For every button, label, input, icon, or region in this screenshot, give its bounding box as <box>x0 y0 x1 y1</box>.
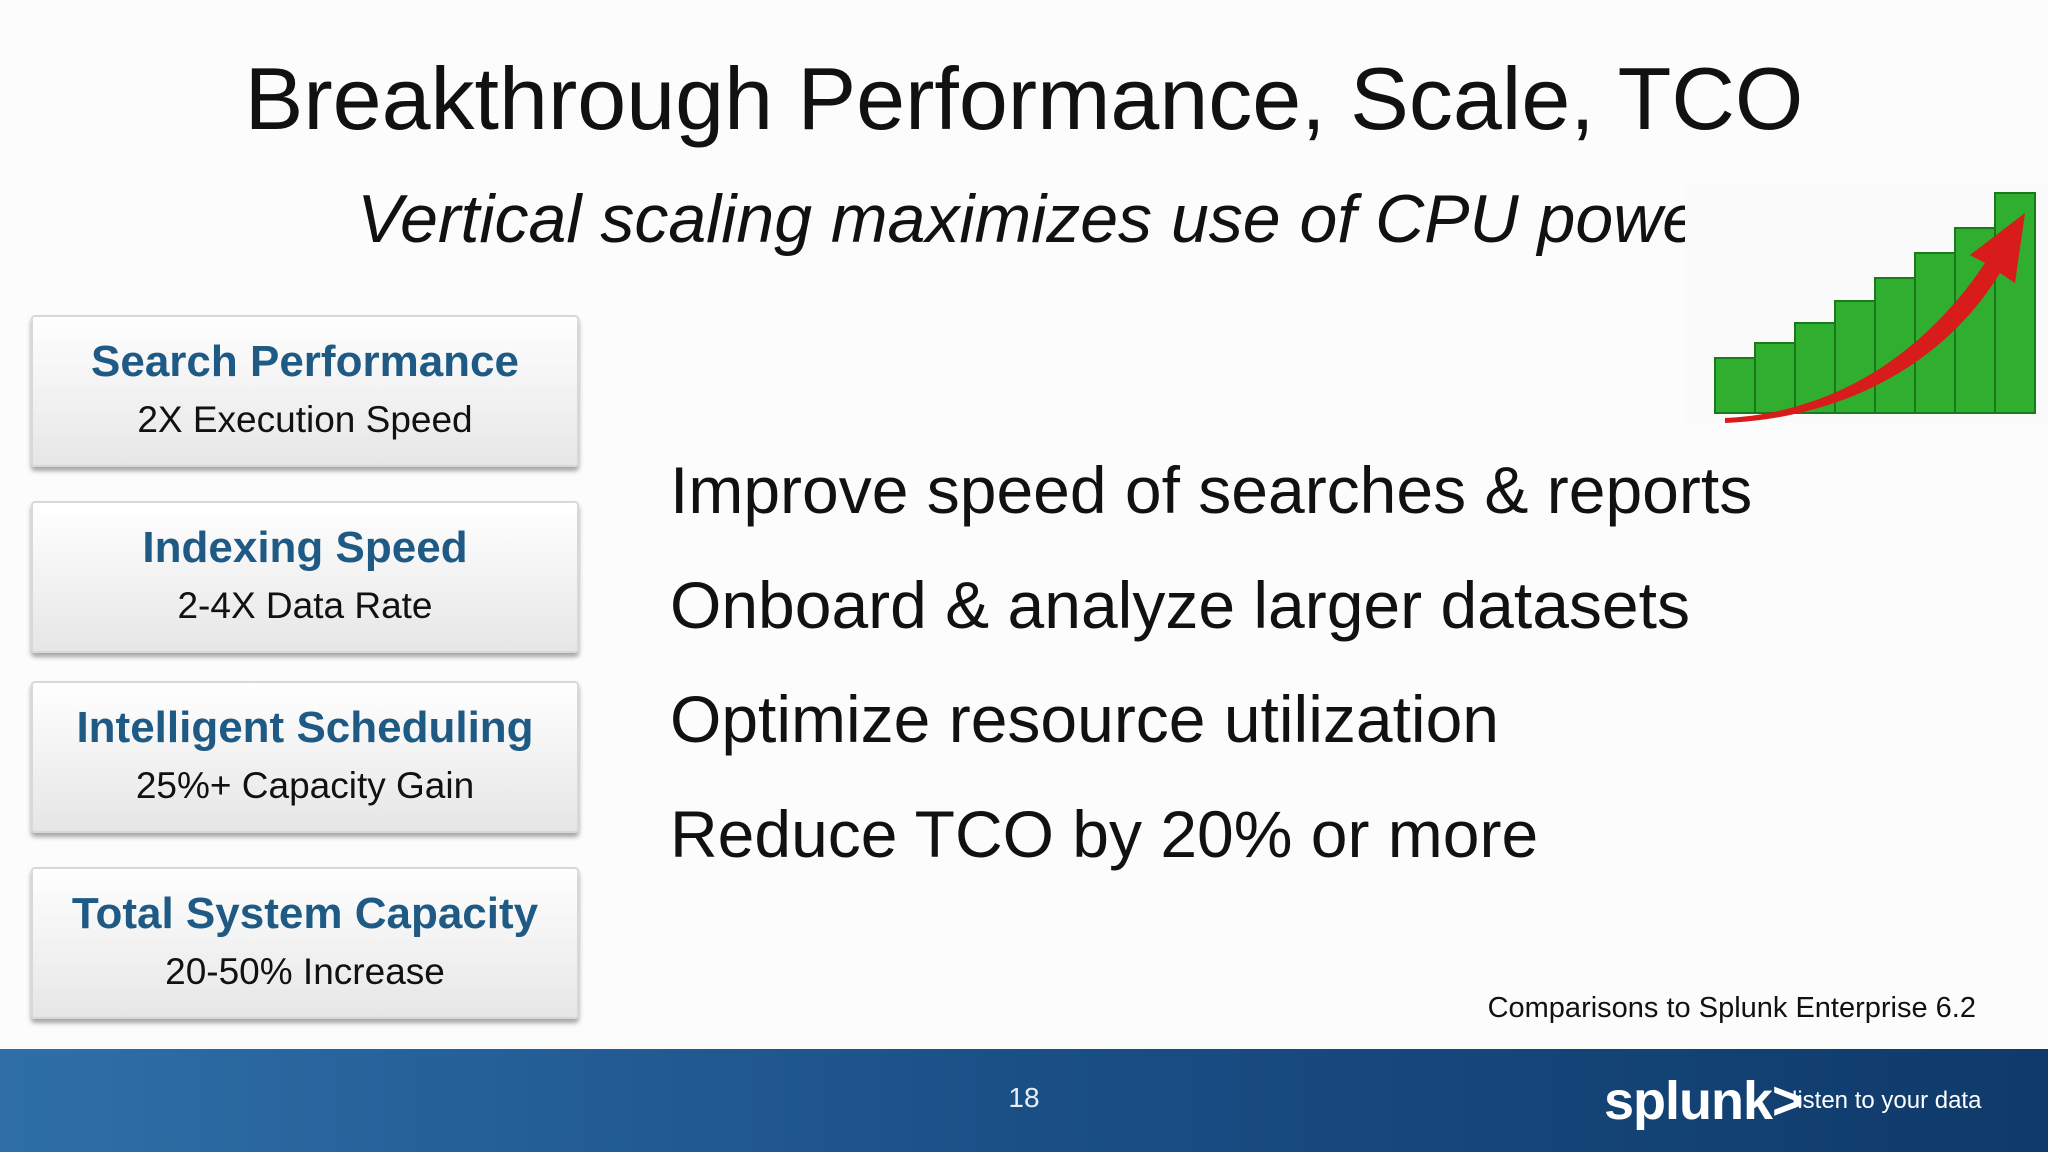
bullet: Reduce TCO by 20% or more <box>670 797 1539 871</box>
footer-bar <box>0 1049 2048 1152</box>
footnote: Comparisons to Splunk Enterprise 6.2 <box>1487 992 1976 1024</box>
box-heading: Total System Capacity <box>71 889 539 938</box>
feature-box: Intelligent Scheduling 25%+ Capacity Gain <box>31 681 579 833</box>
brand-logo: splunk> <box>1604 1071 1804 1131</box>
bullet: Onboard & analyze larger datasets <box>670 568 1690 642</box>
box-detail: 20-50% Increase <box>165 951 445 992</box>
feature-box: Indexing Speed 2-4X Data Rate <box>31 501 579 653</box>
box-detail: 2-4X Data Rate <box>177 585 433 626</box>
box-detail: 25%+ Capacity Gain <box>135 765 475 806</box>
title: Breakthrough Performance, Scale, TCO <box>244 49 1804 148</box>
feature-box: Total System Capacity 20-50% Increase <box>31 867 579 1019</box>
bullet: Optimize resource utilization <box>670 682 1499 756</box>
bullet: Improve speed of searches & reports <box>670 453 1753 527</box>
page-number: 18 <box>1008 1082 1040 1113</box>
box-heading: Indexing Speed <box>142 523 468 572</box>
box-heading: Intelligent Scheduling <box>76 703 534 752</box>
box-detail: 2X Execution Speed <box>137 399 473 440</box>
box-heading: Search Performance <box>91 337 519 386</box>
growth-illustration <box>1685 183 2048 423</box>
tagline: listen to your data <box>1792 1087 1982 1114</box>
subtitle: Vertical scaling maximizes use of CPU po… <box>357 181 1723 257</box>
feature-box: Search Performance 2X Execution Speed <box>31 315 579 467</box>
